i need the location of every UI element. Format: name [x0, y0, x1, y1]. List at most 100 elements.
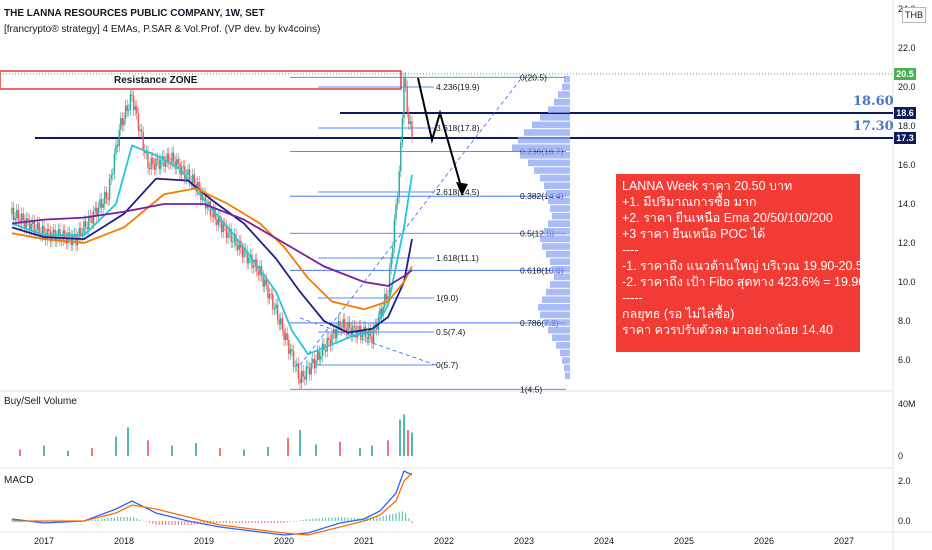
macd-histogram-bar	[158, 521, 160, 525]
candle-body	[49, 231, 52, 242]
macd-histogram-bar	[78, 521, 80, 522]
macd-histogram-bar	[315, 518, 317, 521]
candle-body	[401, 118, 404, 143]
ema-layer	[11, 144, 413, 356]
candle-body	[280, 318, 282, 325]
macd-histogram-bar	[203, 521, 205, 524]
macd-histogram-bar	[369, 518, 371, 521]
candle-body	[388, 268, 391, 297]
candle-body	[38, 222, 40, 234]
candle-body	[395, 204, 397, 220]
volume-profile-bar	[540, 114, 570, 121]
time-axis-tick-label: 2024	[594, 536, 614, 546]
time-axis-tick-label: 2019	[194, 536, 214, 546]
note-line: ----	[622, 243, 639, 257]
candle-body	[131, 94, 133, 97]
candle-body	[153, 163, 156, 170]
volume-bar	[147, 440, 149, 456]
volume-profile-bar	[538, 304, 570, 311]
candle-body	[196, 181, 199, 191]
note-line: -1. ราคาถึง แนวต้านใหญ่ บริเวณ 19.90-20.…	[622, 259, 870, 273]
candle-body	[315, 360, 317, 369]
macd-histogram-bar	[235, 521, 237, 523]
macd-histogram-bar	[120, 517, 122, 521]
candle-body	[243, 248, 245, 258]
candle-body	[100, 199, 103, 208]
currency-badge[interactable]: THB	[902, 7, 926, 23]
macd-histogram-bar	[53, 521, 55, 523]
volume-bar	[115, 436, 117, 456]
fib-extension-label: 2.618(14.5)	[436, 187, 480, 197]
candle-body	[276, 304, 279, 320]
macd-signal-line	[12, 472, 413, 536]
macd-histogram-bar	[65, 521, 67, 522]
volume-profile-bar	[520, 152, 570, 159]
candle-body	[345, 328, 348, 333]
macd-histogram-bar	[149, 521, 151, 523]
macd-histogram-bar	[209, 521, 211, 524]
macd-histogram-bar	[177, 521, 179, 525]
candle-body	[257, 271, 260, 275]
volume-profile-bar	[544, 319, 570, 326]
candle-body	[385, 293, 388, 300]
price-axis-tick-label: 16.0	[898, 160, 916, 170]
candle-body	[206, 205, 208, 209]
note-line: กลยุทธ (รอ ไม่ไล่ซื้อ)	[622, 307, 735, 321]
volume-bar	[371, 445, 373, 456]
macd-histogram-bar	[309, 518, 311, 521]
candle-body	[200, 188, 202, 201]
candle-body	[120, 117, 122, 130]
candle-body	[368, 329, 370, 340]
macd-histogram-bar	[145, 521, 147, 522]
candle-body	[84, 221, 87, 228]
candle-body	[102, 203, 104, 208]
volume-bars-layer	[19, 414, 413, 456]
candle-body	[376, 324, 378, 330]
candle-body	[283, 329, 285, 340]
candle-body	[286, 333, 288, 341]
price-axis-tick-label: 12.0	[898, 238, 916, 248]
candle-body	[64, 230, 66, 238]
candle-body	[304, 376, 306, 380]
axis-labels-layer: 2017 2018 2019 2020 2021 2022 2023 2024 2025 2026…	[34, 4, 916, 546]
macd-histogram-bar	[165, 521, 167, 525]
macd-histogram-bar	[273, 521, 275, 523]
candle-body	[331, 333, 333, 346]
volume-profile-bar	[564, 364, 570, 372]
macd-histogram-bar	[379, 517, 381, 521]
macd-histogram-bar	[101, 518, 103, 521]
fib-retracement-label: 1(4.5)	[520, 384, 542, 394]
candle-body	[17, 209, 20, 221]
macd-histogram-bar	[181, 521, 183, 525]
time-axis-tick-label: 2017	[34, 536, 54, 546]
candle-body	[300, 370, 303, 384]
candle-body	[217, 215, 220, 226]
macd-histogram-bar	[168, 521, 170, 525]
candle-body	[360, 325, 362, 338]
candle-body	[158, 159, 160, 170]
macd-histogram-bar	[392, 513, 394, 521]
volume-bar	[67, 450, 69, 456]
volume-bar	[287, 437, 289, 456]
volume-profile-bar	[524, 129, 570, 136]
analysis-note: LANNA Week ราคา 20.50 บาท +1. มีปริมาณกา…	[616, 174, 870, 352]
macd-histogram-bar	[251, 521, 253, 523]
macd-histogram-bar	[222, 521, 224, 523]
candle-body	[105, 191, 108, 199]
resistance-zone-box[interactable]	[0, 70, 402, 90]
price-tag-18-6: 18.6	[894, 107, 916, 119]
candle-body	[166, 153, 168, 162]
candle-body	[116, 144, 119, 147]
macd-histogram-bar	[142, 520, 144, 522]
macd-histogram-bar	[376, 517, 378, 521]
fib-extension-label: 1(9.0)	[436, 293, 458, 303]
candle-body	[251, 254, 253, 268]
projection-arrow[interactable]	[417, 77, 463, 191]
macd-histogram-bar	[318, 518, 320, 521]
candle-body	[88, 215, 90, 230]
macd-histogram-bar	[408, 518, 410, 521]
volume-bar	[407, 430, 409, 456]
candle-body	[232, 241, 234, 243]
candle-body	[108, 179, 111, 200]
